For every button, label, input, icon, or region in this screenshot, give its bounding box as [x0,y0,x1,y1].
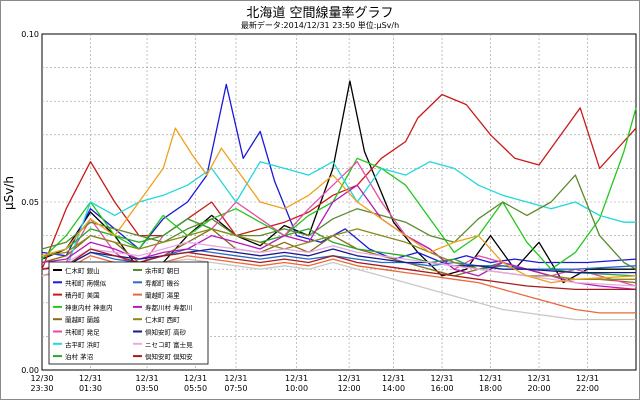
series-line [41,161,636,277]
x-tick-label: 05:50 [184,384,207,393]
legend-label: 仁木町 銀山 [65,266,100,275]
x-tick-label: 10:00 [285,384,308,393]
axes: 12/3023:3012/3101:3012/3103:5012/3105:50… [21,30,599,393]
x-tick-label: 12/31 [338,374,361,383]
legend-label: 仁木町 西町 [145,315,180,324]
series-line [41,248,637,270]
legend-label: 余市町 朝日 [145,266,180,275]
legend-label: 積丹町 美国 [65,291,100,300]
y-tick-label: 0.05 [21,198,39,207]
x-tick-label: 12/31 [79,374,102,383]
chart-subtitle: 最新データ:2014/12/31 23:50 単位:μSv/h [240,21,400,30]
y-tick-label: 0.10 [21,30,39,39]
x-tick-label: 12/31 [576,374,599,383]
legend-label: 神恵内村 神恵内 [65,303,113,312]
x-tick-label: 16:00 [431,384,454,393]
chart-title: 北海道 空間線量率グラフ [246,6,394,21]
legend-label: 倶知安町 高砂 [145,328,187,337]
x-tick-label: 12/31 [224,374,247,383]
x-tick-label: 18:00 [479,384,502,393]
legend-label: ニセコ町 富士見 [145,340,193,349]
series-line [41,241,637,287]
x-tick-label: 01:30 [79,384,102,393]
x-tick-label: 12/31 [382,374,405,383]
x-tick-label: 23:30 [30,384,53,393]
legend-label: 寿都川村 寿都川 [145,303,193,312]
series-line [41,107,637,270]
series-line [41,248,636,291]
legend-label: 泊村 茅沼 [65,352,93,361]
x-tick-label: 12/31 [285,374,308,383]
x-tick-label: 12/31 [136,374,159,383]
legend-box [48,261,209,365]
legend-label: 寿都町 磯谷 [145,278,180,287]
x-tick-label: 22:00 [576,384,599,393]
x-tick-label: 12:00 [338,384,361,393]
legend-label: 蘭越町 湯里 [145,291,180,300]
x-tick-label: 12/31 [184,374,207,383]
x-tick-label: 20:00 [527,384,550,393]
series-line [41,174,637,270]
x-tick-label: 14:00 [382,384,405,393]
x-tick-label: 12/31 [431,374,454,383]
legend-label: 倶知安町 倶知安 [145,352,193,361]
x-tick-label: 12/31 [479,374,502,383]
x-tick-label: 07:50 [224,384,247,393]
x-tick-label: 12/30 [30,374,53,383]
x-tick-label: 12/31 [527,374,550,383]
x-tick-label: 03:50 [136,384,159,393]
legend-label: 共和町 南幌似 [65,278,107,287]
legend-label: 古平町 浜町 [65,340,100,349]
series-line [41,127,637,284]
series-line [41,248,636,274]
legend-label: 蘭越町 蘭越 [65,315,100,324]
y-tick-label: 0.00 [21,366,39,375]
legend-label: 共和町 発足 [65,328,100,337]
